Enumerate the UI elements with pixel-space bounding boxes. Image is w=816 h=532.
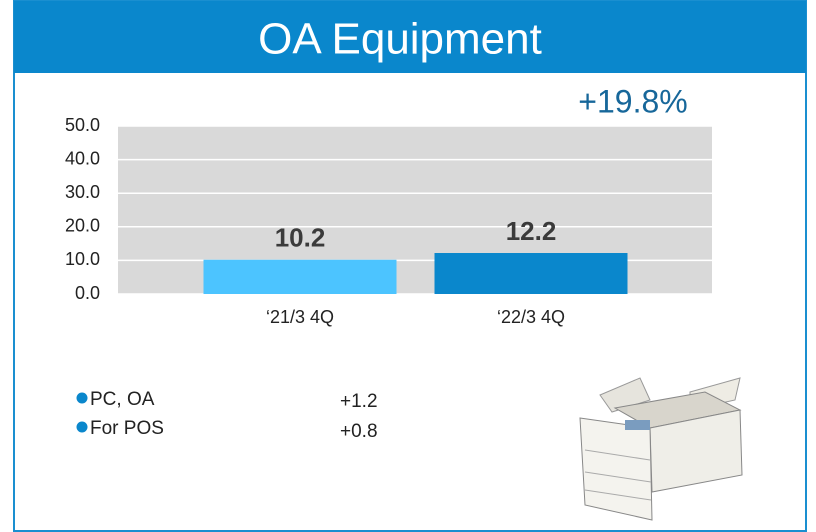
copier-panel bbox=[625, 420, 650, 430]
note-label: For POS bbox=[90, 418, 164, 439]
y-tick-label: 10.0 bbox=[65, 249, 100, 269]
y-tick-label: 0.0 bbox=[75, 283, 100, 303]
bullet bbox=[76, 392, 88, 404]
value-label: 10.2 bbox=[275, 223, 326, 253]
y-tick-label: 20.0 bbox=[65, 216, 100, 236]
note-value: +1.2 bbox=[340, 391, 378, 412]
x-tick-label: ‘21/3 4Q bbox=[266, 307, 334, 327]
bar bbox=[434, 253, 628, 294]
bar bbox=[203, 259, 397, 294]
copier-icon bbox=[579, 377, 743, 521]
y-tick-label: 50.0 bbox=[65, 115, 100, 135]
note-label: PC, OA bbox=[90, 389, 155, 410]
value-label: 12.2 bbox=[506, 216, 557, 246]
bar-chart: 0.0 10.0 20.0 30.0 40.0 50.0 ‘21/3 4Q 10.2 ‘22/3… bbox=[65, 115, 712, 327]
y-tick-label: 40.0 bbox=[65, 148, 100, 168]
note-value: +0.8 bbox=[340, 421, 378, 442]
chart-title: OA Equipment bbox=[258, 15, 542, 64]
header-band bbox=[14, 1, 806, 73]
growth-annotation: +19.8% bbox=[578, 83, 687, 119]
y-tick-label: 30.0 bbox=[65, 182, 100, 202]
x-tick-label: ‘22/3 4Q bbox=[497, 307, 565, 327]
bullet bbox=[76, 421, 88, 433]
